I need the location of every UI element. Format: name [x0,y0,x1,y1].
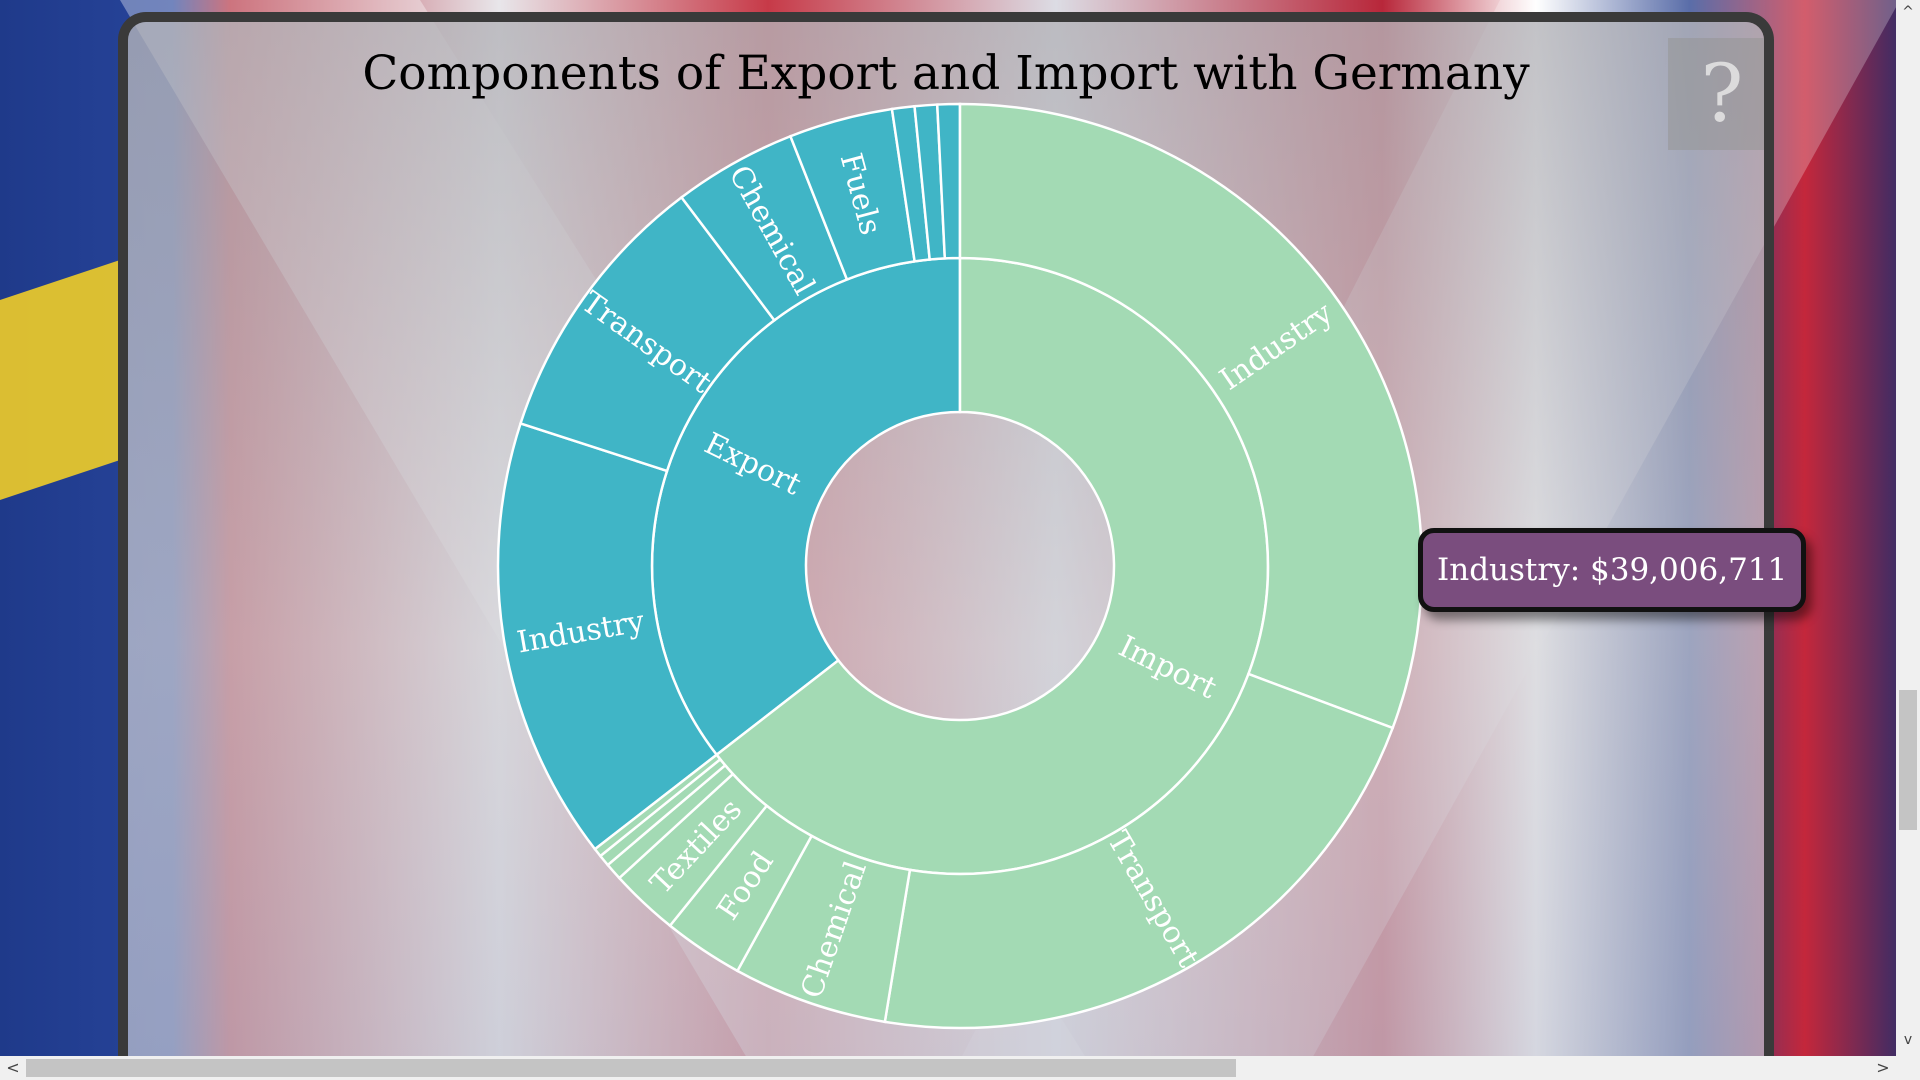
scroll-left-arrow[interactable]: < [6,1058,20,1077]
vertical-scrollbar[interactable]: ^ v [1896,0,1920,1056]
segment-import-transport[interactable] [883,672,1395,1030]
segment-import-industry[interactable] [958,102,1424,730]
scroll-down-arrow[interactable]: v [1903,1032,1913,1048]
horizontal-scroll-thumb[interactable] [26,1059,1236,1077]
horizontal-scrollbar[interactable]: < > [0,1056,1920,1080]
segment-import-minor-7[interactable] [593,753,722,858]
help-button[interactable]: ? [1668,38,1764,150]
scroll-right-arrow[interactable]: > [1876,1058,1890,1077]
scroll-up-arrow[interactable]: ^ [1902,4,1914,20]
segment-export-industry[interactable] [496,421,719,851]
chart-tooltip: Industry: $39,006,711 [1418,528,1807,612]
chart-title: Components of Export and Import with Ger… [362,46,1530,101]
vertical-scroll-thumb[interactable] [1899,690,1917,830]
